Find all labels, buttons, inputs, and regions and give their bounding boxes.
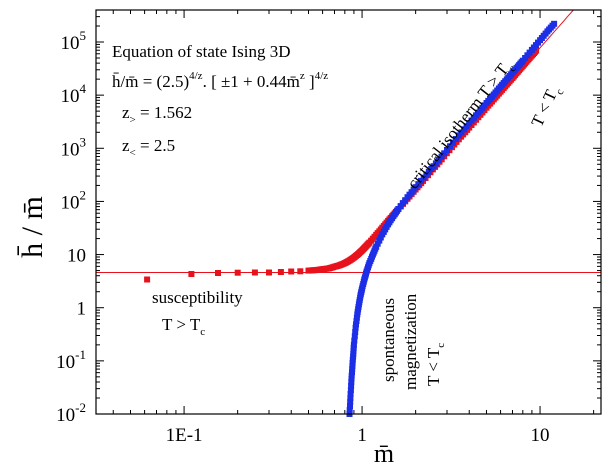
data-point — [432, 160, 439, 167]
data-point — [441, 150, 448, 157]
x-tick-label: 10 — [531, 425, 550, 446]
y-tick-label: 103 — [61, 134, 87, 160]
data-point — [415, 181, 422, 188]
data-point — [353, 321, 359, 328]
x-tick-label: 1E-1 — [166, 425, 203, 446]
y-tick-label: 105 — [61, 28, 87, 54]
data-point — [347, 387, 354, 393]
spontaneous-label: spontaneous — [379, 298, 398, 382]
data-point — [447, 143, 453, 150]
z-above-value: z> = 1.562 — [122, 103, 192, 126]
data-point — [353, 318, 360, 324]
equation-title: Equation of state Ising 3D — [112, 42, 290, 61]
data-point — [452, 136, 459, 142]
axis-ticks — [96, 9, 601, 415]
data-point — [349, 366, 356, 373]
data-point — [458, 129, 465, 136]
data-point — [347, 391, 354, 397]
data-point — [346, 407, 353, 413]
magnetization-label: magnetization — [401, 293, 420, 390]
data-point — [373, 243, 380, 250]
below-tc-label: T < Tc — [527, 82, 566, 131]
data-point — [288, 268, 295, 275]
data-point — [215, 270, 221, 276]
data-point — [349, 369, 355, 376]
data-point — [444, 147, 450, 153]
y-tick-label: 104 — [61, 81, 87, 107]
data-point — [374, 240, 381, 247]
data-point — [412, 184, 419, 191]
plot-frame — [95, 9, 602, 415]
data-point — [297, 268, 304, 275]
equation-formula: h̄/m̄ = (2.5)4/z. [ ±1 + 0.44m̄z ]4/z — [112, 70, 328, 91]
data-point — [277, 269, 284, 275]
data-point — [348, 372, 355, 379]
data-point — [349, 359, 356, 366]
y-tick-label: 10 — [67, 246, 86, 267]
y-tick-label: 10-2 — [56, 400, 86, 426]
data-point — [266, 269, 272, 276]
data-point — [438, 153, 445, 160]
data-point — [347, 399, 354, 405]
series-below-tc — [346, 20, 558, 417]
data-point — [449, 139, 456, 146]
data-point — [352, 329, 359, 335]
data-point — [377, 234, 384, 241]
data-point — [352, 324, 359, 331]
data-point — [348, 379, 355, 385]
data-point — [251, 269, 258, 276]
data-point — [347, 403, 353, 409]
y-tick-label: 10-1 — [56, 347, 86, 373]
data-point — [551, 20, 558, 27]
critical-isotherm-label: critical isotherm T > Tc — [403, 56, 518, 195]
data-point — [234, 269, 241, 276]
susceptibility-label: susceptibility — [152, 288, 243, 307]
y-tick-label: 1 — [77, 299, 87, 320]
data-point — [350, 341, 357, 348]
data-point — [347, 395, 354, 401]
data-point — [435, 157, 442, 163]
data-point — [353, 314, 360, 321]
x-axis-label: m̄ — [374, 439, 394, 468]
data-point — [418, 177, 424, 184]
data-point — [144, 276, 151, 283]
susceptibility-condition: T > Tc — [162, 315, 205, 338]
data-point — [351, 337, 358, 344]
data-point — [349, 356, 356, 363]
data-point — [348, 375, 355, 382]
magnetization-condition: T < Tc — [424, 343, 447, 386]
data-point — [533, 47, 540, 54]
y-tick-label: 102 — [61, 187, 87, 213]
data-point — [351, 333, 358, 340]
data-point — [188, 271, 195, 277]
data-point — [349, 363, 356, 369]
x-tick-label: 1 — [357, 425, 367, 446]
data-point — [420, 174, 427, 181]
y-axis-label: h̄ / m̄ — [16, 196, 49, 258]
axis-tick-labels: 1E-1 1 10 10-2 10-1 1 10 102 103 104 105 — [56, 28, 549, 446]
data-point — [376, 237, 383, 244]
data-point — [348, 383, 355, 389]
equation-box: Equation of state Ising 3D h̄/m̄ = (2.5)… — [112, 42, 328, 159]
z-below-value: z< = 2.5 — [122, 136, 175, 159]
